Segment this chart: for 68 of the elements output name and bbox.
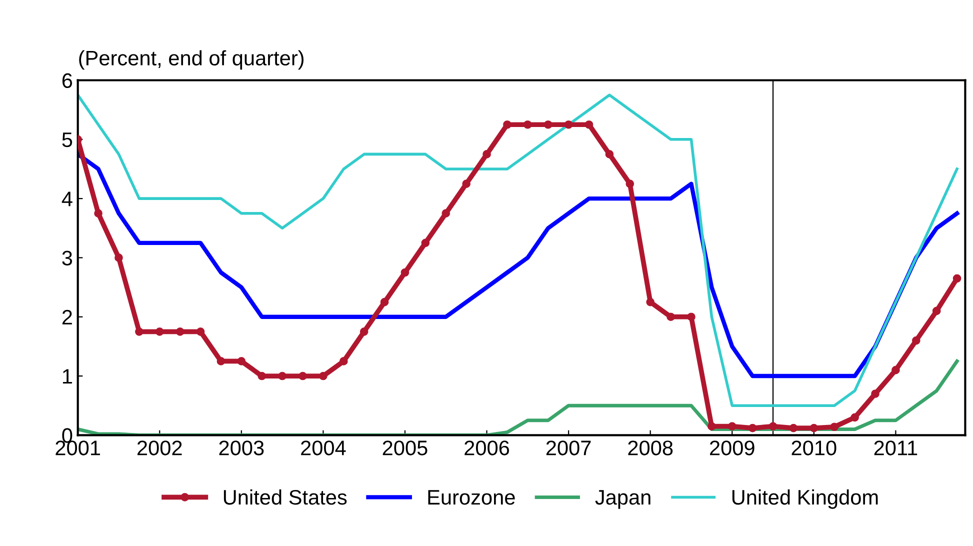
line-series <box>78 94 958 407</box>
point <box>646 298 655 306</box>
point <box>503 120 512 129</box>
point <box>544 120 552 129</box>
x-tick-label: 2010 <box>792 440 836 456</box>
point <box>850 413 859 422</box>
point <box>892 366 900 374</box>
point <box>523 120 532 129</box>
point <box>176 327 184 336</box>
point <box>278 372 286 380</box>
point <box>482 150 491 158</box>
point <box>912 336 920 345</box>
point <box>319 372 328 380</box>
y-tick-label: 4 <box>62 192 72 206</box>
x-tick-label: 2009 <box>710 440 754 456</box>
point <box>155 327 164 336</box>
point <box>442 209 450 218</box>
point <box>400 268 410 277</box>
x-tick-label: 2002 <box>138 440 182 456</box>
x-tick-label: 2006 <box>464 440 510 456</box>
y-tick-label: 3 <box>62 250 72 266</box>
point <box>339 357 348 366</box>
y-tick-label: 0 <box>62 428 72 443</box>
point <box>810 424 818 432</box>
point <box>768 422 778 430</box>
point <box>135 327 144 336</box>
point <box>605 150 614 158</box>
legend-label: Japan <box>595 490 650 509</box>
x-tick-label: 2003 <box>219 440 264 456</box>
point <box>584 120 594 129</box>
x-tick-label: 2011 <box>874 440 918 456</box>
point <box>421 238 430 248</box>
line-series <box>78 359 959 436</box>
point <box>830 422 839 432</box>
legend-label: United Kingdom <box>732 489 878 509</box>
point <box>258 372 266 380</box>
legend-label: Eurozone <box>428 490 515 505</box>
point <box>564 120 573 129</box>
x-tick-label: 2005 <box>382 440 428 456</box>
point <box>871 390 880 398</box>
point <box>952 274 962 283</box>
y-tick-label: 2 <box>62 310 72 324</box>
point <box>728 422 736 430</box>
x-tick-label: 2004 <box>301 440 346 456</box>
point <box>237 357 246 366</box>
point <box>114 254 123 262</box>
legend-label: United States <box>224 489 347 505</box>
point <box>687 312 696 322</box>
y-tick-label: 1 <box>62 369 72 384</box>
point <box>360 327 368 336</box>
y-axis-title: (Percent, end of quarter) <box>79 50 304 70</box>
point <box>789 424 798 432</box>
point <box>462 180 470 188</box>
x-tick-label: 2001 <box>56 440 100 456</box>
point <box>196 327 205 336</box>
x-tick-label: 2007 <box>546 440 591 456</box>
point <box>216 357 226 366</box>
x-tick-label: 2008 <box>628 440 673 456</box>
y-tick-label: 6 <box>62 73 72 88</box>
point <box>94 209 102 218</box>
point <box>748 424 757 432</box>
y-tick-label: 5 <box>62 132 72 148</box>
point <box>298 372 307 380</box>
point <box>626 180 634 188</box>
point <box>380 298 389 306</box>
point <box>666 312 675 322</box>
point <box>932 306 941 316</box>
point <box>708 422 716 430</box>
